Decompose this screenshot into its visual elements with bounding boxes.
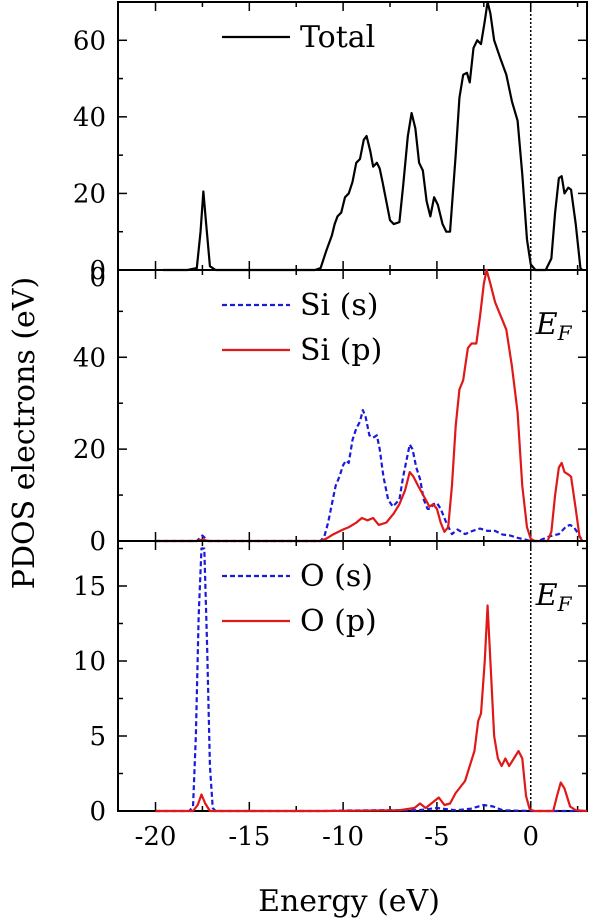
fermi-level-label: EF (535, 578, 573, 616)
fermi-level-label: EF (535, 307, 573, 345)
legend-label: Si (s) (300, 288, 379, 323)
series-line-o-p (155, 604, 588, 813)
series-line-si-s (155, 408, 584, 543)
legend-label: O (p) (300, 604, 377, 639)
y-tick-label: 0 (89, 256, 106, 286)
x-tick-label: -5 (424, 822, 449, 852)
y-axis-label: PDOS electrons (eV) (7, 277, 42, 589)
y-tick-label: 15 (73, 572, 106, 602)
fermi-level-subscript: F (557, 592, 573, 616)
y-tick-label: 0 (89, 263, 106, 293)
panel-bottom: 0 5 10 15 -20 -15 -10 -5 0 O (s) O (p) EF (73, 540, 588, 852)
y-tick-label: 40 (73, 103, 106, 133)
panel-middle: 0 20 40 0 Si (s) Si (p) EF (73, 263, 588, 557)
y-tick-label: 10 (73, 647, 106, 677)
y-tick-label: 0 (89, 527, 106, 557)
y-tick-label: 5 (89, 722, 106, 752)
legend-label: O (s) (300, 559, 373, 594)
y-tick-label: 0 (89, 797, 106, 827)
x-axis-label: Energy (eV) (258, 884, 440, 919)
legend-label: Si (p) (300, 333, 382, 368)
fermi-level-subscript: F (557, 321, 573, 345)
y-tick-label: 20 (73, 179, 106, 209)
panel-top: 0 20 40 60 Total (73, 0, 588, 286)
x-tick-label: 0 (522, 822, 539, 852)
y-tick-label: 40 (73, 343, 106, 373)
y-tick-label: 60 (73, 26, 106, 56)
plot-panels: 0 20 40 60 Total 0 20 40 0 Si (s) Si (p) EF 0 5 10 15 -2… (73, 0, 588, 852)
y-tick-label: 20 (73, 435, 106, 465)
x-tick-label: -10 (322, 822, 364, 852)
x-tick-label: -20 (135, 822, 177, 852)
legend-label: Total (300, 20, 375, 55)
series-line-total (163, 0, 584, 272)
series-line-si-p (155, 268, 584, 543)
x-tick-label: -15 (228, 822, 270, 852)
